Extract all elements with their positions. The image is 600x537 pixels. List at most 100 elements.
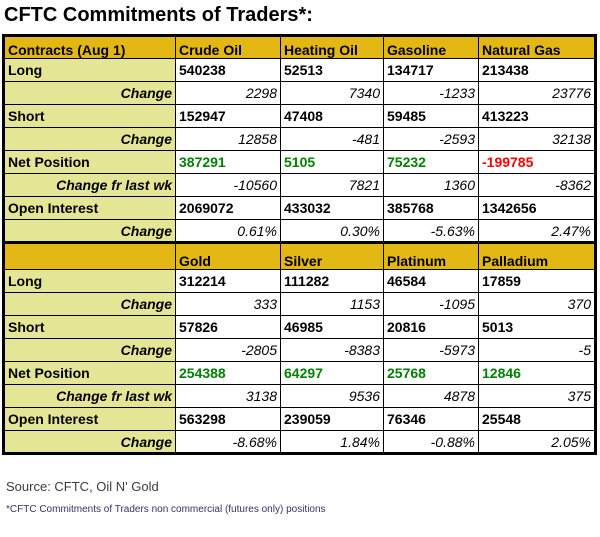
data-cell: 57826 bbox=[175, 315, 281, 339]
data-cell: 64297 bbox=[280, 361, 384, 385]
header-row: Gold Silver Platinum Palladium bbox=[3, 242, 596, 270]
row-label: Net Position bbox=[3, 361, 176, 385]
data-cell: 25768 bbox=[383, 361, 479, 385]
row-label: Change bbox=[3, 219, 176, 243]
data-cell: 23776 bbox=[478, 81, 596, 105]
page-title: CFTC Commitments of Traders*: bbox=[4, 4, 313, 26]
data-cell: 370 bbox=[478, 292, 596, 316]
data-cell: 4878 bbox=[383, 384, 479, 408]
data-cell: -8.68% bbox=[175, 430, 281, 454]
data-cell: -1233 bbox=[383, 81, 479, 105]
table-row: Change -2805 -8383 -5973 -5 bbox=[3, 338, 596, 362]
data-cell: 12846 bbox=[478, 361, 596, 385]
data-cell: 7821 bbox=[280, 173, 384, 197]
row-label: Open Interest bbox=[3, 196, 176, 220]
data-cell: 152947 bbox=[175, 104, 281, 128]
energy-table: Contracts (Aug 1) Crude Oil Heating Oil Gas… bbox=[2, 34, 597, 244]
data-cell: -199785 bbox=[478, 150, 596, 174]
table-row: Net Position 254388 64297 25768 12846 bbox=[3, 361, 596, 385]
data-cell: 2.47% bbox=[478, 219, 596, 243]
footnote: *CFTC Commitments of Traders non commerc… bbox=[6, 504, 326, 515]
column-header: Palladium bbox=[478, 242, 596, 270]
data-cell: 111282 bbox=[280, 269, 384, 293]
data-cell: -5973 bbox=[383, 338, 479, 362]
data-cell: 2298 bbox=[175, 81, 281, 105]
table-row: Change 0.61% 0.30% -5.63% 2.47% bbox=[3, 219, 596, 243]
row-label: Change bbox=[3, 127, 176, 151]
data-cell: -1095 bbox=[383, 292, 479, 316]
data-cell: 75232 bbox=[383, 150, 479, 174]
data-cell: -10560 bbox=[175, 173, 281, 197]
data-cell: 563298 bbox=[175, 407, 281, 431]
row-label: Long bbox=[3, 58, 176, 82]
table-row: Change -8.68% 1.84% -0.88% 2.05% bbox=[3, 430, 596, 454]
data-cell: 5105 bbox=[280, 150, 384, 174]
data-cell: 254388 bbox=[175, 361, 281, 385]
table-row: Net Position 387291 5105 75232 -199785 bbox=[3, 150, 596, 174]
row-label: Long bbox=[3, 269, 176, 293]
source-note: Source: CFTC, Oil N' Gold bbox=[6, 479, 159, 494]
data-cell: 0.61% bbox=[175, 219, 281, 243]
data-cell: 12858 bbox=[175, 127, 281, 151]
table-row: Open Interest 2069072 433032 385768 1342656 bbox=[3, 196, 596, 220]
header-row: Contracts (Aug 1) Crude Oil Heating Oil Gas… bbox=[3, 35, 596, 59]
table-row: Change fr last wk 3138 9536 4878 375 bbox=[3, 384, 596, 408]
data-cell: 5013 bbox=[478, 315, 596, 339]
row-label: Change fr last wk bbox=[3, 384, 176, 408]
data-cell: 32138 bbox=[478, 127, 596, 151]
column-header: Silver bbox=[280, 242, 384, 270]
table-row: Change 12858 -481 -2593 32138 bbox=[3, 127, 596, 151]
data-cell: 25548 bbox=[478, 407, 596, 431]
data-cell: 385768 bbox=[383, 196, 479, 220]
row-label: Change bbox=[3, 292, 176, 316]
data-cell: 134717 bbox=[383, 58, 479, 82]
column-header: Crude Oil bbox=[175, 35, 281, 59]
column-header: Gold bbox=[175, 242, 281, 270]
data-cell: 1342656 bbox=[478, 196, 596, 220]
column-header: Heating Oil bbox=[280, 35, 384, 59]
column-header: Contracts (Aug 1) bbox=[3, 35, 176, 59]
data-cell: 59485 bbox=[383, 104, 479, 128]
data-cell: -8362 bbox=[478, 173, 596, 197]
data-cell: 375 bbox=[478, 384, 596, 408]
data-cell: 7340 bbox=[280, 81, 384, 105]
cot-tables: Contracts (Aug 1) Crude Oil Heating Oil Gas… bbox=[2, 34, 598, 455]
data-cell: 239059 bbox=[280, 407, 384, 431]
data-cell: 2.05% bbox=[478, 430, 596, 454]
data-cell: 433032 bbox=[280, 196, 384, 220]
data-cell: 46584 bbox=[383, 269, 479, 293]
data-cell: 333 bbox=[175, 292, 281, 316]
data-cell: -8383 bbox=[280, 338, 384, 362]
data-cell: 413223 bbox=[478, 104, 596, 128]
table-row: Change 2298 7340 -1233 23776 bbox=[3, 81, 596, 105]
metals-table: Gold Silver Platinum Palladium Long 312214 111… bbox=[2, 241, 597, 455]
column-header bbox=[3, 242, 176, 270]
row-label: Short bbox=[3, 104, 176, 128]
data-cell: 52513 bbox=[280, 58, 384, 82]
data-cell: 76346 bbox=[383, 407, 479, 431]
table-row: Short 57826 46985 20816 5013 bbox=[3, 315, 596, 339]
data-cell: -5 bbox=[478, 338, 596, 362]
data-cell: 1360 bbox=[383, 173, 479, 197]
data-cell: 213438 bbox=[478, 58, 596, 82]
table-row: Short 152947 47408 59485 413223 bbox=[3, 104, 596, 128]
data-cell: 1153 bbox=[280, 292, 384, 316]
row-label: Open Interest bbox=[3, 407, 176, 431]
column-header: Platinum bbox=[383, 242, 479, 270]
data-cell: 0.30% bbox=[280, 219, 384, 243]
data-cell: -481 bbox=[280, 127, 384, 151]
data-cell: 387291 bbox=[175, 150, 281, 174]
data-cell: 312214 bbox=[175, 269, 281, 293]
data-cell: -2593 bbox=[383, 127, 479, 151]
row-label: Change bbox=[3, 430, 176, 454]
data-cell: 9536 bbox=[280, 384, 384, 408]
data-cell: 20816 bbox=[383, 315, 479, 339]
data-cell: 1.84% bbox=[280, 430, 384, 454]
data-cell: 2069072 bbox=[175, 196, 281, 220]
table-row: Change fr last wk -10560 7821 1360 -8362 bbox=[3, 173, 596, 197]
row-label: Short bbox=[3, 315, 176, 339]
row-label: Net Position bbox=[3, 150, 176, 174]
table-row: Open Interest 563298 239059 76346 25548 bbox=[3, 407, 596, 431]
table-row: Change 333 1153 -1095 370 bbox=[3, 292, 596, 316]
